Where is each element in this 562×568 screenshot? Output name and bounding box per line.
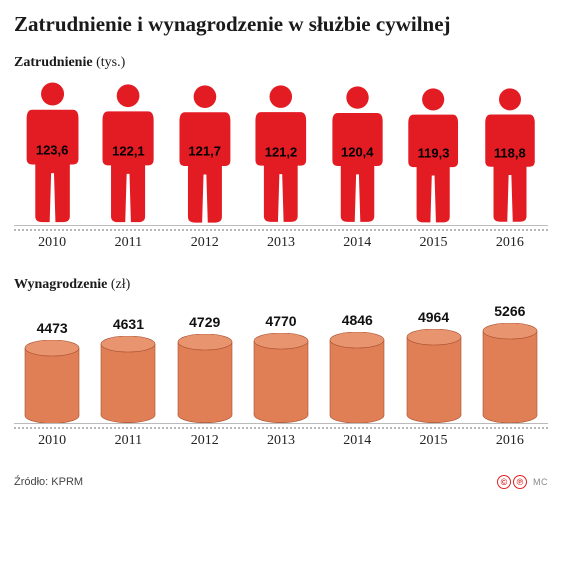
employment-bar: 121,2 xyxy=(243,84,319,225)
author-initials: MC xyxy=(533,477,548,487)
salary-value: 4770 xyxy=(265,313,296,329)
salary-value: 4631 xyxy=(113,316,144,332)
salary-bar: 4729 xyxy=(167,314,243,423)
employment-value: 121,7 xyxy=(188,144,221,159)
person-icon: 121,2 xyxy=(247,84,315,225)
salary-year: 2016 xyxy=(472,429,548,449)
salary-year: 2015 xyxy=(395,429,471,449)
cylinder-icon: 4473 xyxy=(24,320,80,423)
phono-icon: ℗ xyxy=(513,475,527,489)
salary-value: 4964 xyxy=(418,309,449,325)
employment-bar: 120,4 xyxy=(319,85,395,225)
footer: Źródło: KPRM © ℗ MC xyxy=(14,475,548,489)
salary-year: 2012 xyxy=(167,429,243,449)
employment-value: 120,4 xyxy=(341,145,374,160)
license-badge: © ℗ xyxy=(497,475,527,489)
person-icon: 123,6 xyxy=(18,81,87,225)
salary-year: 2011 xyxy=(90,429,166,449)
employment-bar: 119,3 xyxy=(395,87,471,225)
cylinder-icon: 4964 xyxy=(406,309,462,423)
cylinder-icon: 5266 xyxy=(482,303,538,423)
salary-value: 4729 xyxy=(189,314,220,330)
person-icon: 118,8 xyxy=(477,87,543,225)
person-icon: 121,7 xyxy=(171,84,239,225)
employment-bar: 123,6 xyxy=(14,81,90,225)
salary-bar: 4631 xyxy=(90,316,166,423)
salary-bar: 4473 xyxy=(14,320,90,423)
cylinder-icon: 4770 xyxy=(253,313,309,423)
source-text: Źródło: KPRM xyxy=(14,476,83,488)
employment-year: 2016 xyxy=(472,231,548,251)
salary-value: 4473 xyxy=(37,320,68,336)
person-icon: 120,4 xyxy=(324,85,391,225)
salary-years: 2010201120122013201420152016 xyxy=(14,429,548,449)
employment-year: 2012 xyxy=(167,231,243,251)
employment-label: Zatrudnienie (tys.) xyxy=(14,55,548,71)
salary-year: 2014 xyxy=(319,429,395,449)
salary-value: 5266 xyxy=(494,303,525,319)
salary-bar: 4846 xyxy=(319,312,395,423)
employment-year: 2013 xyxy=(243,231,319,251)
employment-chart: 123,6 122,1 121,7 121,2 120,4 119,3 118,… xyxy=(14,81,548,226)
cylinder-icon: 4729 xyxy=(177,314,233,423)
employment-year: 2014 xyxy=(319,231,395,251)
copyright-icon: © xyxy=(497,475,511,489)
employment-label-unit: (tys.) xyxy=(93,55,126,70)
person-icon: 119,3 xyxy=(400,87,466,225)
employment-year: 2011 xyxy=(90,231,166,251)
employment-bar: 118,8 xyxy=(472,87,548,225)
salary-label-bold: Wynagrodzenie xyxy=(14,277,107,292)
salary-year: 2013 xyxy=(243,429,319,449)
salary-bar: 4964 xyxy=(395,309,471,423)
salary-value: 4846 xyxy=(342,312,373,328)
salary-chart: 4473 4631 4729 4770 4846 4964 5266 xyxy=(14,303,548,424)
salary-label-unit: (zł) xyxy=(107,277,130,292)
employment-value: 118,8 xyxy=(494,146,526,161)
employment-year: 2010 xyxy=(14,231,90,251)
employment-bar: 122,1 xyxy=(90,83,166,225)
salary-label: Wynagrodzenie (zł) xyxy=(14,277,548,293)
employment-label-bold: Zatrudnienie xyxy=(14,55,93,70)
salary-bar: 4770 xyxy=(243,313,319,423)
employment-years: 2010201120122013201420152016 xyxy=(14,231,548,251)
employment-value: 122,1 xyxy=(112,144,145,159)
employment-value: 119,3 xyxy=(418,146,450,161)
employment-bar: 121,7 xyxy=(167,84,243,225)
salary-year: 2010 xyxy=(14,429,90,449)
chart-title: Zatrudnienie i wynagrodzenie w służbie c… xyxy=(14,12,548,37)
employment-year: 2015 xyxy=(395,231,471,251)
employment-value: 121,2 xyxy=(265,144,298,159)
cylinder-icon: 4631 xyxy=(100,316,156,423)
employment-value: 123,6 xyxy=(36,143,69,158)
cylinder-icon: 4846 xyxy=(329,312,385,423)
person-icon: 122,1 xyxy=(94,83,162,225)
salary-bar: 5266 xyxy=(472,303,548,423)
